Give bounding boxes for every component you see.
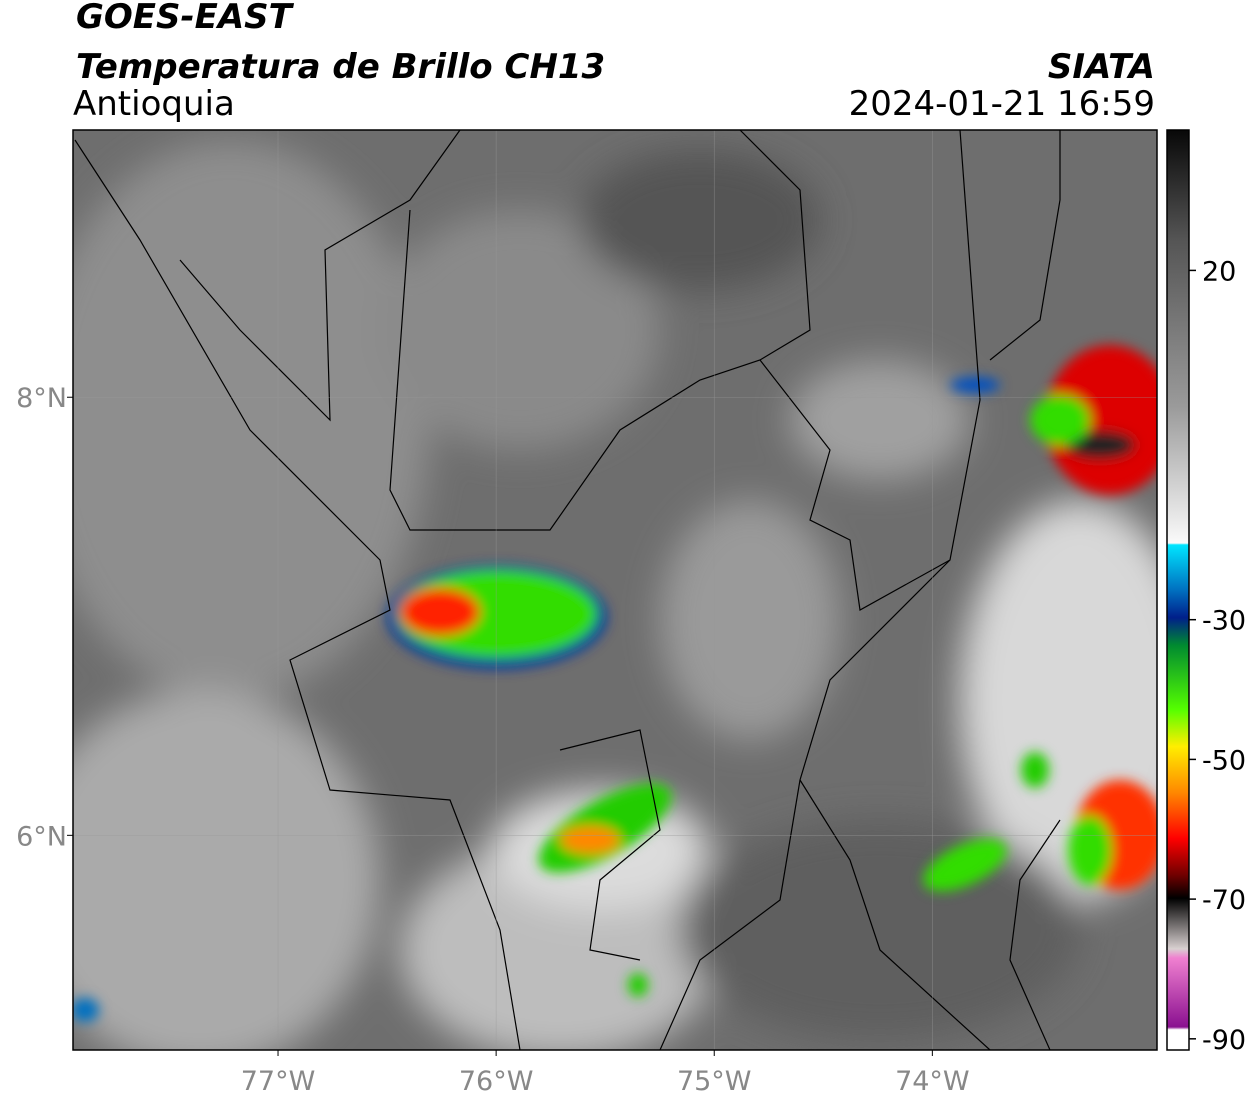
subtitle: Temperatura de Brillo CH13 xyxy=(76,47,605,87)
lon-tick-label: 76°W xyxy=(459,1066,534,1097)
borders xyxy=(74,130,1061,1050)
colorbar-tick-label: -70 xyxy=(1202,885,1246,916)
lon-tick-label: 75°W xyxy=(677,1066,752,1097)
lat-tick-label: 6°N xyxy=(16,821,67,852)
lat-tick-label: 8°N xyxy=(16,383,67,414)
timestamp: 2024-01-21 16:59 xyxy=(849,84,1155,124)
cloud-tops xyxy=(73,345,1157,1022)
region: Antioquia xyxy=(73,84,235,124)
lon-tick-label: 77°W xyxy=(241,1066,316,1097)
map-frame xyxy=(72,129,1158,1051)
lon-tick-label: 74°W xyxy=(895,1066,970,1097)
colorbar-tick-label: -30 xyxy=(1202,606,1246,637)
source: SIATA xyxy=(1048,47,1155,87)
colorbar-tick-label: -50 xyxy=(1202,745,1246,776)
colorbar-tick-label: 20 xyxy=(1202,256,1236,287)
satellite-image xyxy=(73,130,1157,1050)
colorbar xyxy=(1166,129,1190,1051)
title: GOES-EAST xyxy=(76,0,295,37)
colorbar-tick-label: -90 xyxy=(1202,1025,1246,1056)
grid xyxy=(73,130,1157,1050)
